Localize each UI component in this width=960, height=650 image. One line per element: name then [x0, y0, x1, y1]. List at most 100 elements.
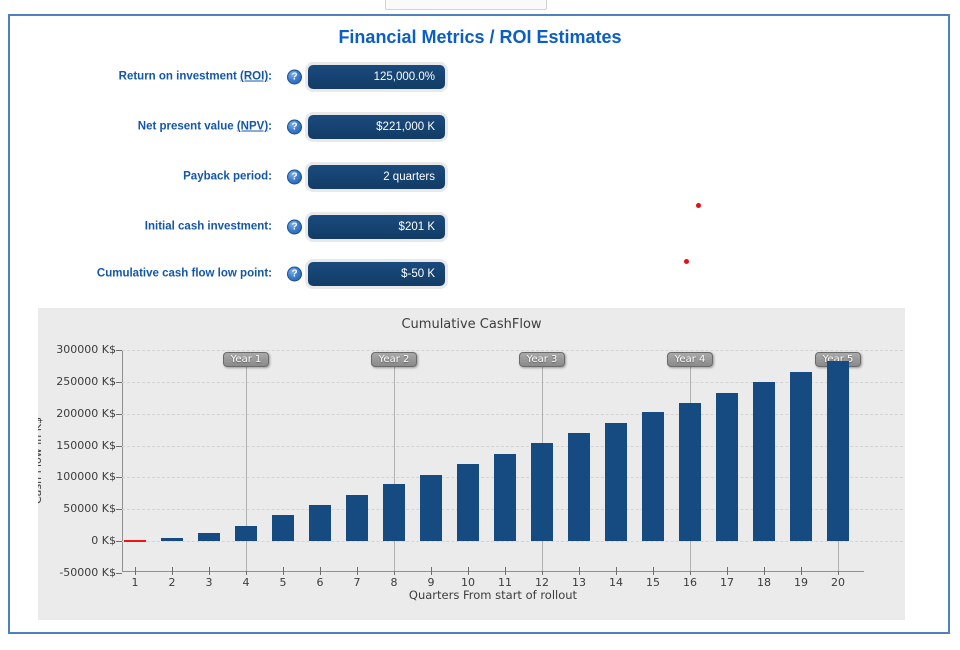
- x-tick-mark: [505, 567, 506, 575]
- bar-q19: [790, 372, 812, 541]
- x-tick-label: 1: [131, 576, 139, 589]
- y-tick-label: -50000 K$: [59, 565, 116, 579]
- y-tick-mark: [116, 477, 122, 479]
- x-tick-mark: [394, 567, 395, 575]
- year-gridline: [394, 354, 395, 571]
- y-tick-mark: [116, 413, 122, 415]
- x-tick-mark: [579, 567, 580, 575]
- y-tick-label: 100000 K$: [56, 470, 116, 484]
- y-tick-mark: [116, 541, 122, 542]
- bar-q1-negative: [124, 540, 146, 542]
- metric-value-npv: $221,000 K: [308, 115, 445, 139]
- x-tick-label: 5: [279, 576, 287, 589]
- x-tick-mark: [320, 567, 321, 575]
- x-tick-label: 14: [609, 576, 623, 589]
- bar-q8: [383, 484, 405, 541]
- bar-q9: [420, 474, 442, 541]
- metric-label-payback-period: Payback period:: [183, 170, 272, 183]
- y-tick-label: 150000 K$: [56, 438, 116, 452]
- bar-q6: [309, 505, 331, 541]
- year-badge-2: Year 2: [371, 352, 417, 367]
- bar-q10: [457, 463, 479, 541]
- x-tick-label: 3: [205, 576, 213, 589]
- x-tick-mark: [357, 567, 358, 575]
- metric-value-roi: 125,000.0%: [308, 65, 445, 89]
- metric-value-payback-period: 2 quarters: [308, 165, 445, 189]
- x-tick-mark: [468, 567, 469, 575]
- bar-q12: [531, 442, 553, 541]
- help-icon-initial-cash-investment[interactable]: ?: [287, 219, 302, 235]
- red-dot-marker: [696, 203, 701, 208]
- bar-q20: [827, 361, 849, 541]
- bar-q17: [716, 392, 738, 541]
- x-tick-label: 19: [794, 576, 808, 589]
- x-tick-label: 16: [683, 576, 697, 589]
- x-tick-mark: [209, 567, 210, 575]
- bar-q18: [753, 381, 775, 541]
- gridline-y-200000: [122, 413, 905, 415]
- metric-label-initial-cash-investment: Initial cash investment:: [144, 220, 272, 233]
- metric-row-initial-cash-investment: Initial cash investment:? $201 K: [0, 210, 460, 244]
- x-tick-label: 10: [461, 576, 475, 589]
- bar-q5: [272, 514, 294, 541]
- metric-row-roi: Return on investment (ROI):? 125,000.0%: [0, 60, 460, 94]
- y-tick-mark: [116, 381, 122, 383]
- help-icon-npv[interactable]: ?: [287, 119, 302, 135]
- x-tick-mark: [653, 567, 654, 575]
- year-badge-3: Year 3: [519, 352, 565, 367]
- x-tick-label: 17: [720, 576, 734, 589]
- bar-q4: [235, 525, 257, 541]
- bar-q13: [568, 432, 590, 541]
- metric-row-npv: Net present value (NPV):? $221,000 K: [0, 110, 460, 144]
- y-tick-mark: [116, 572, 122, 574]
- help-icon-payback-period[interactable]: ?: [287, 169, 302, 185]
- x-tick-mark: [135, 567, 136, 575]
- x-tick-mark: [246, 567, 247, 575]
- x-tick-label: 18: [757, 576, 771, 589]
- y-tick-label: 300000 K$: [56, 343, 116, 356]
- chart-title: Cumulative CashFlow: [401, 317, 542, 332]
- metric-row-cumulative-cash-flow-low-point: Cumulative cash flow low point:? $-50 K: [0, 257, 460, 291]
- gridline-y-150000: [122, 445, 905, 447]
- x-tick-label: 7: [353, 576, 361, 589]
- y-tick-label: 50000 K$: [63, 502, 116, 516]
- bar-q7: [346, 495, 368, 541]
- x-tick-mark: [616, 567, 617, 575]
- year-badge-4: Year 4: [667, 352, 713, 367]
- y-axis-title: Cash Flow in K$: [38, 417, 44, 505]
- gridline-y-250000: [122, 381, 905, 383]
- y-tick-mark: [116, 509, 122, 511]
- metric-label-npv: Net present value (NPV):: [137, 120, 272, 133]
- x-tick-mark: [838, 567, 839, 575]
- bar-q11: [494, 453, 516, 541]
- red-dot-marker: [684, 259, 689, 264]
- page-title: Financial Metrics / ROI Estimates: [338, 27, 622, 47]
- gridline-y-0: [122, 541, 905, 542]
- y-axis-line: [122, 350, 123, 571]
- y-tick-label: 250000 K$: [56, 374, 116, 388]
- help-icon-roi[interactable]: ?: [287, 69, 302, 85]
- x-tick-label: 11: [498, 576, 512, 589]
- x-tick-label: 20: [831, 576, 845, 589]
- x-axis-line: [122, 571, 864, 572]
- x-tick-label: 4: [242, 576, 250, 589]
- bar-q14: [605, 422, 627, 541]
- metric-label-cumulative-cash-flow-low-point: Cumulative cash flow low point:: [96, 267, 272, 280]
- x-tick-mark: [172, 567, 173, 575]
- metric-value-initial-cash-investment: $201 K: [308, 215, 445, 239]
- bar-q3: [198, 533, 220, 541]
- bar-q15: [642, 412, 664, 541]
- x-tick-mark: [431, 567, 432, 575]
- help-icon-cumulative-cash-flow-low-point[interactable]: ?: [287, 266, 302, 282]
- x-tick-label: 9: [427, 576, 435, 589]
- x-tick-mark: [727, 567, 728, 575]
- cumulative-cashflow-chart: Cumulative CashFlow Cash Flow in K$ 3000…: [38, 308, 905, 620]
- x-tick-label: 12: [535, 576, 549, 589]
- x-tick-mark: [283, 567, 284, 575]
- y-tick-label: 200000 K$: [56, 406, 116, 420]
- year-badge-1: Year 1: [223, 352, 269, 367]
- x-axis-title: Quarters From start of rollout: [408, 588, 578, 602]
- top-partial-button[interactable]: [385, 0, 547, 10]
- y-tick-mark: [116, 350, 122, 351]
- x-tick-label: 8: [390, 576, 398, 589]
